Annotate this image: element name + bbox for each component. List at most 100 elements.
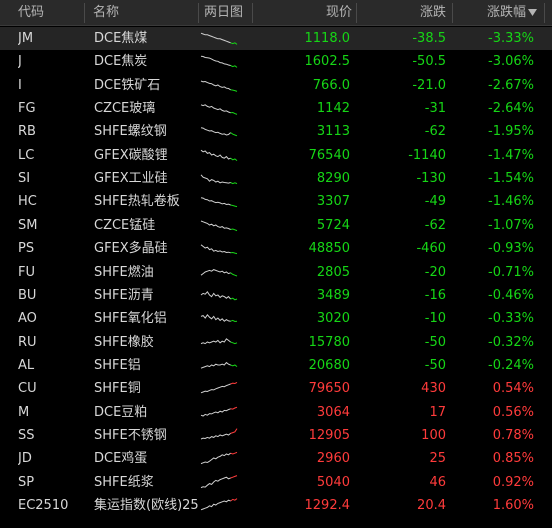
price-change: -49 [424,194,446,210]
table-row[interactable]: M DCE豆粕 3064 17 0.56% [0,401,552,424]
contract-name: CZCE玻璃 [94,101,156,117]
sparkline-path [230,157,238,161]
sparkline-path [230,88,238,92]
table-row[interactable]: SS SHFE不锈钢 12905 100 0.78% [0,424,552,447]
table-row[interactable]: AL SHFE铝 20680 -50 -0.24% [0,354,552,377]
price-change: 25 [429,451,446,467]
two-day-sparkline [200,307,242,330]
table-row[interactable]: BU SHFE沥青 3489 -16 -0.46% [0,284,552,307]
table-row[interactable]: RU SHFE橡胶 15780 -50 -0.32% [0,331,552,354]
contract-code: RB [18,124,36,140]
price-change: -50.5 [412,54,446,70]
table-row[interactable]: PS GFEX多晶硅 48850 -460 -0.93% [0,237,552,260]
sparkline-svg [200,32,238,45]
table-row[interactable]: JM DCE焦煤 1118.0 -38.5 -3.33% [0,27,552,50]
table-row[interactable]: AO SHFE氧化铝 3020 -10 -0.33% [0,307,552,330]
sparkline-path [230,271,238,276]
contract-name: SHFE沥青 [94,287,154,303]
sparkline-svg [200,498,238,511]
table-row[interactable]: SI GFEX工业硅 8290 -130 -1.54% [0,167,552,190]
price-change: -50 [424,334,446,350]
sparkline-svg [200,314,238,323]
contract-name: SHFE热轧卷板 [94,194,180,210]
sparkline-path [200,244,231,254]
sparkline-svg [200,149,238,161]
column-divider[interactable] [544,3,545,23]
table-row[interactable]: J DCE焦炭 1602.5 -50.5 -3.06% [0,50,552,73]
table-row[interactable]: I DCE铁矿石 766.0 -21.0 -2.67% [0,74,552,97]
sparkline-path [200,197,231,206]
sparkline-path [230,428,238,434]
table-row[interactable]: CU SHFE铜 79650 430 0.54% [0,377,552,400]
contract-name: SHFE燃油 [94,264,154,280]
sparkline-svg [200,80,238,92]
sparkline-path [230,42,238,45]
column-divider[interactable] [252,3,253,23]
sparkline-svg [200,337,238,344]
price-change: -31 [424,101,446,117]
price-change: 20.4 [417,498,446,513]
column-header-name[interactable]: 名称 [93,5,120,20]
table-row[interactable]: JD DCE鸡蛋 2960 25 0.85% [0,447,552,470]
contract-code: SP [18,474,35,490]
percent-change: -1.54% [488,171,534,187]
two-day-sparkline [200,354,242,377]
column-header-price[interactable]: 现价 [325,5,352,20]
sparkline-path [200,104,231,114]
table-row[interactable]: SM CZCE锰硅 5724 -62 -1.07% [0,214,552,237]
table-row[interactable]: FG CZCE玻璃 1142 -31 -2.64% [0,97,552,120]
percent-change: -1.46% [488,194,534,210]
contract-code: FG [18,101,36,117]
column-header-pct[interactable]: 涨跌幅 [486,5,526,20]
last-price: 1142 [316,101,350,117]
percent-change: -3.33% [488,31,534,46]
column-header-code[interactable]: 代码 [18,5,45,20]
sparkline-path [200,174,231,184]
price-change: -50 [424,357,446,373]
two-day-sparkline [200,167,242,190]
two-day-sparkline [200,27,242,50]
percent-change: -1.47% [488,147,534,163]
sparkline-path [230,474,238,479]
contract-name: SHFE铜 [94,381,141,397]
column-header-change[interactable]: 涨跌 [419,5,446,20]
percent-change: -2.64% [488,101,534,117]
sparkline-svg [200,127,238,137]
contract-name: GFEX碳酸锂 [94,147,168,163]
sparkline-path [230,182,238,185]
last-price: 3113 [316,124,350,140]
contract-name: SHFE不锈钢 [94,427,167,443]
table-row[interactable]: RB SHFE螺纹钢 3113 -62 -1.95% [0,120,552,143]
table-row[interactable]: SP SHFE纸浆 5040 46 0.92% [0,471,552,494]
contract-code: SM [18,217,38,233]
table-row[interactable]: LC GFEX碳酸锂 76540 -1140 -1.47% [0,144,552,167]
two-day-sparkline [200,50,242,73]
sparkline-path [200,337,231,344]
sparkline-svg [200,197,238,208]
column-divider[interactable] [356,3,357,23]
sparkline-svg [200,244,238,255]
contract-code: FU [18,264,35,280]
table-row[interactable]: EC2510 集运指数(欧线)25 1292.4 20.4 1.60% [0,494,552,517]
sparkline-svg [200,104,238,115]
contract-code: AL [18,357,35,373]
column-divider[interactable] [198,3,199,23]
contract-code: BU [18,287,37,303]
table-row[interactable]: FU SHFE燃油 2805 -20 -0.71% [0,261,552,284]
contract-name: SHFE铝 [94,357,141,373]
column-header-chart[interactable]: 两日图 [204,5,244,20]
sparkline-svg [200,382,238,394]
sparkline-path [200,361,231,369]
sparkline-path [200,290,231,300]
percent-change: -0.46% [488,287,534,303]
column-divider[interactable] [452,3,453,23]
percent-change: -0.24% [488,357,534,373]
table-row[interactable]: HC SHFE热轧卷板 3307 -49 -1.46% [0,190,552,213]
sort-down-icon[interactable] [528,9,537,17]
last-price: 2960 [316,451,350,467]
two-day-sparkline [200,120,242,143]
percent-change: -0.93% [488,241,534,257]
column-divider[interactable] [84,3,85,23]
contract-code: JM [18,31,34,46]
